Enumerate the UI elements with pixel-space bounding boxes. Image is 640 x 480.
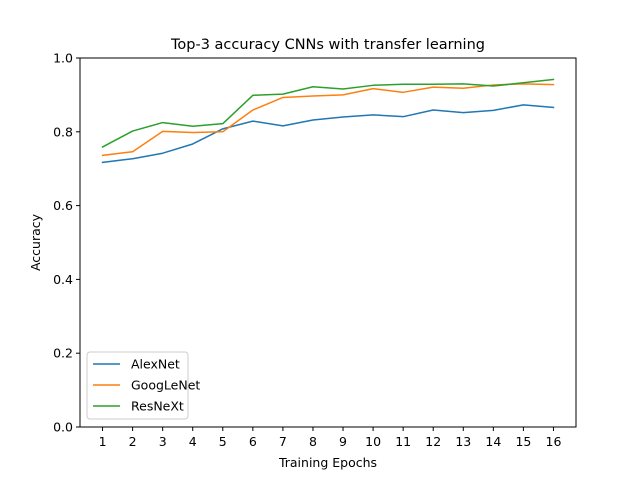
y-tick-label: 0.4: [53, 272, 73, 287]
legend-label: GoogLeNet: [131, 378, 200, 393]
x-tick-label: 15: [515, 434, 531, 449]
series-line-alexnet: [101, 104, 555, 164]
y-tick-label: 0.6: [53, 198, 73, 213]
x-tick-label: 5: [219, 434, 227, 449]
x-tick-label: 12: [425, 434, 441, 449]
x-tick-label: 16: [546, 434, 562, 449]
x-tick-label: 11: [395, 434, 411, 449]
x-axis-label: Training Epochs: [278, 455, 377, 470]
legend: AlexNet GoogLeNet ResNeXt: [86, 351, 200, 420]
series-lines: [101, 78, 555, 164]
x-tick-label: 9: [339, 434, 347, 449]
series-line-googlenet: [101, 83, 555, 157]
x-tick-label: 8: [309, 434, 317, 449]
chart-title: Top-3 accuracy CNNs with transfer learni…: [170, 37, 485, 53]
series-line-resnext: [101, 78, 555, 148]
y-tick-label: 1.0: [53, 51, 73, 66]
legend-label: ResNeXt: [131, 399, 184, 414]
y-tick-label: 0.2: [53, 346, 73, 361]
x-tick-label: 7: [279, 434, 287, 449]
x-tick-label: 2: [129, 434, 137, 449]
axes: 0.00.20.40.60.81.01 2 3 4 5 6 7 8 9 10 11 12 13 14 15 1…: [53, 51, 561, 450]
x-tick-label: 4: [189, 434, 197, 449]
x-tick-label: 10: [365, 434, 381, 449]
x-tick-label: 6: [249, 434, 257, 449]
x-tick-label: 1: [99, 434, 107, 449]
x-tick-label: 14: [485, 434, 501, 449]
axes-frame: [79, 57, 577, 428]
x-tick-label: 13: [455, 434, 471, 449]
y-tick-label: 0.0: [53, 420, 73, 435]
y-axis-label: Accuracy: [28, 213, 43, 271]
legend-label: AlexNet: [131, 357, 180, 372]
legend-box: [86, 351, 189, 420]
x-tick-label: 3: [159, 434, 167, 449]
y-tick-label: 0.8: [53, 124, 73, 139]
